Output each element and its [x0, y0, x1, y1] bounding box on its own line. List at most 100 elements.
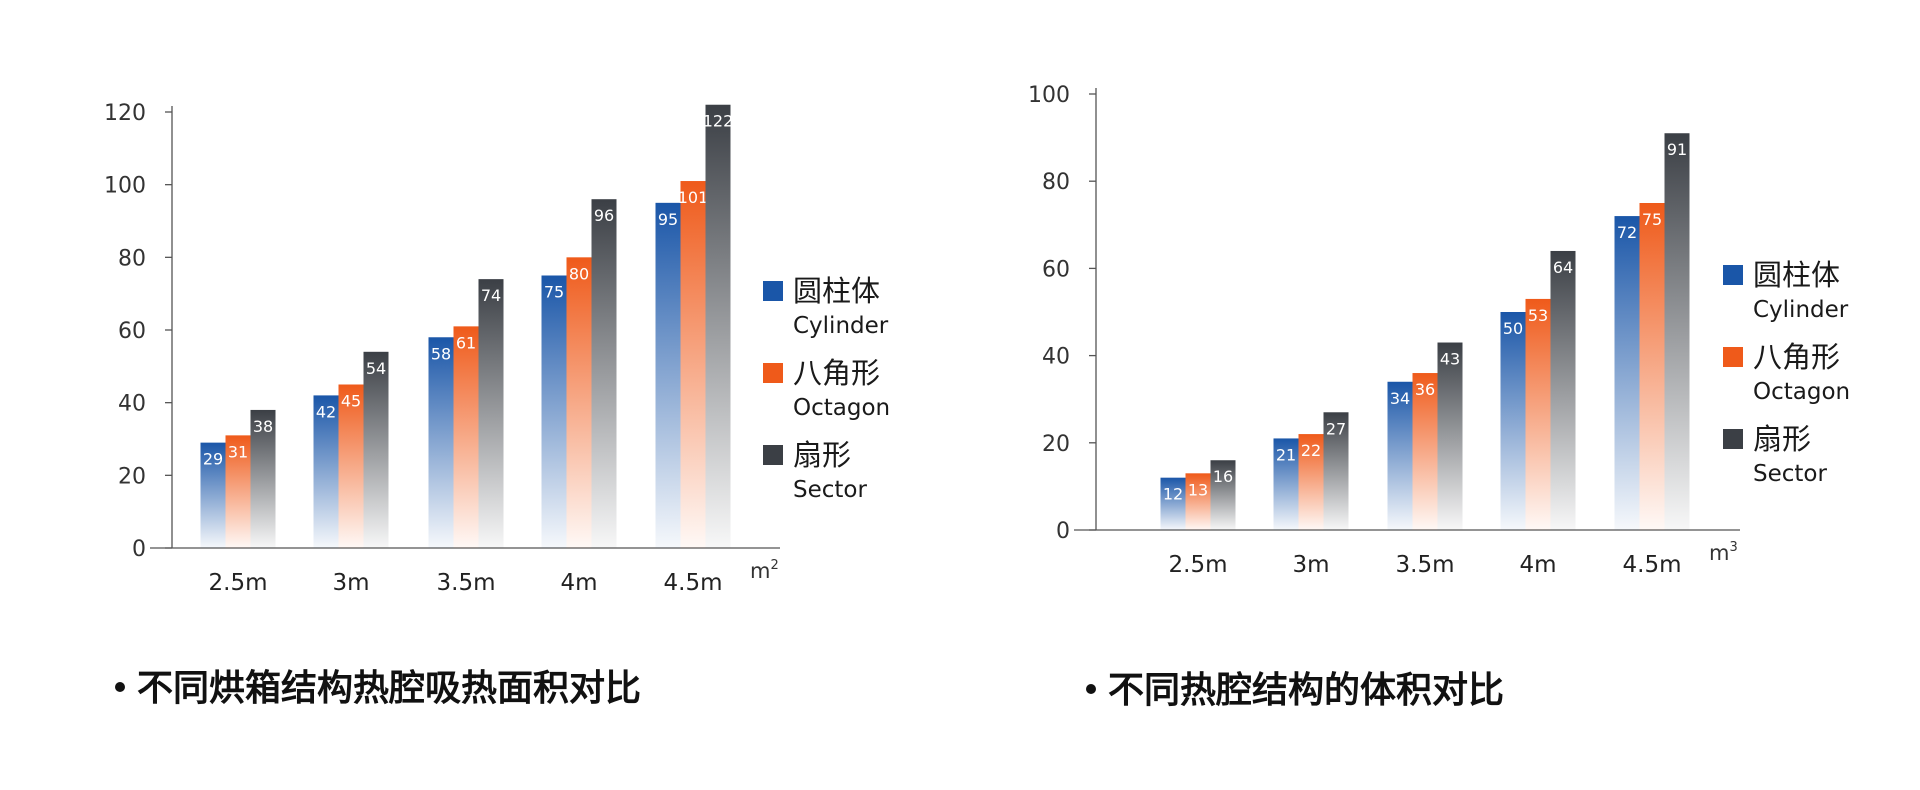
- bar-value-label: 31: [228, 442, 248, 461]
- bar-value-label: 91: [1667, 140, 1687, 159]
- x-category-label: 2.5m: [1169, 552, 1228, 578]
- bar-cylinder: [1614, 216, 1640, 530]
- x-unit-label: m2: [750, 558, 779, 583]
- y-tick-label: 40: [1042, 345, 1070, 370]
- bar-sector: [1664, 133, 1690, 531]
- bar-value-label: 61: [456, 333, 476, 352]
- bar-value-label: 75: [544, 283, 564, 302]
- y-tick-label: 0: [1056, 519, 1070, 544]
- bar-octagon: [1185, 473, 1211, 530]
- bar-value-label: 38: [253, 417, 273, 436]
- x-category-label: 3m: [1292, 552, 1329, 578]
- unit-base: m: [1709, 541, 1729, 565]
- bar-value-label: 122: [703, 112, 734, 131]
- legend-swatch-sector: [1723, 429, 1743, 449]
- bar-sector: [1323, 412, 1349, 530]
- bar-value-label: 58: [431, 344, 451, 363]
- x-category-label: 4.5m: [664, 570, 723, 596]
- y-tick-label: 80: [118, 246, 146, 271]
- bar-sector: [705, 104, 731, 548]
- x-category-label: 3.5m: [437, 570, 496, 596]
- chart-caption: 不同烘箱结构热腔吸热面积对比: [137, 668, 641, 709]
- bar-cylinder: [655, 202, 681, 549]
- y-tick-label: 20: [1042, 432, 1070, 457]
- bar-sector: [591, 199, 617, 548]
- bar-value-label: 12: [1163, 485, 1183, 504]
- bar-cylinder: [313, 395, 339, 548]
- bar-value-label: 22: [1301, 441, 1321, 460]
- bar-value-label: 80: [569, 264, 589, 283]
- x-unit-label: m3: [1709, 540, 1738, 565]
- bar-value-label: 34: [1390, 389, 1410, 408]
- legend-label-cn: 圆柱体: [1753, 258, 1840, 292]
- bar-cylinder: [1387, 381, 1413, 530]
- legend-label-cn: 扇形: [1753, 422, 1811, 456]
- y-tick-label: 20: [118, 464, 146, 489]
- bar-sector: [1550, 250, 1576, 530]
- legend-label-en: Sector: [1753, 461, 1827, 487]
- bar-octagon: [1639, 203, 1665, 530]
- legend-label-en: Cylinder: [1753, 297, 1849, 323]
- legend-swatch-sector: [763, 445, 783, 465]
- legend-label-en: Octagon: [1753, 379, 1850, 405]
- bar-value-label: 53: [1528, 306, 1548, 325]
- volume-comparison-chart: 0 20 40 60 80 100 12 13 16 2.5m 21 22 27 3m 34 36 43 3.5m…: [1028, 83, 1850, 711]
- bar-cylinder: [428, 337, 454, 548]
- bar-value-label: 101: [678, 188, 709, 207]
- legend-label-en: Cylinder: [793, 313, 889, 339]
- x-category-label: 4m: [1519, 552, 1556, 578]
- bar-value-label: 45: [341, 392, 361, 411]
- bar-value-label: 54: [366, 359, 386, 378]
- bar-sector: [250, 409, 276, 548]
- bar-value-label: 75: [1642, 210, 1662, 229]
- bar-octagon: [453, 326, 479, 548]
- y-tick-label: 100: [1028, 83, 1070, 108]
- y-tick-label: 60: [118, 319, 146, 344]
- x-category-label: 3.5m: [1396, 552, 1455, 578]
- unit-superscript: 2: [770, 558, 778, 573]
- y-tick-label: 0: [132, 537, 146, 562]
- caption-bullet: [1086, 684, 1096, 694]
- bar-value-label: 27: [1326, 419, 1346, 438]
- legend-label-cn: 圆柱体: [793, 274, 880, 308]
- legend-swatch-octagon: [763, 363, 783, 383]
- bar-octagon: [225, 435, 251, 548]
- bar-value-label: 13: [1188, 480, 1208, 499]
- bar-value-label: 21: [1276, 445, 1296, 464]
- x-category-label: 3m: [332, 570, 369, 596]
- legend-label-cn: 扇形: [793, 438, 851, 472]
- x-category-label: 4m: [560, 570, 597, 596]
- bar-sector: [1437, 342, 1463, 530]
- bar-value-label: 29: [203, 450, 223, 469]
- bar-octagon: [338, 384, 364, 548]
- legend-swatch-cylinder: [763, 281, 783, 301]
- bar-sector: [478, 279, 504, 548]
- area-comparison-chart: 0 20 40 60 80 100 120 29 31 38 2.5m 42 45 54 3m 58 61 74 3…: [104, 101, 890, 709]
- y-tick-label: 100: [104, 174, 146, 199]
- y-tick-label: 40: [118, 392, 146, 417]
- bar-value-label: 96: [594, 206, 614, 225]
- bar-octagon: [1298, 434, 1324, 530]
- x-category-label: 4.5m: [1623, 552, 1682, 578]
- bar-octagon: [680, 181, 706, 549]
- bar-octagon: [1412, 373, 1438, 530]
- legend-swatch-octagon: [1723, 347, 1743, 367]
- bar-cylinder: [200, 442, 226, 548]
- bar-value-label: 36: [1415, 380, 1435, 399]
- bar-value-label: 42: [316, 402, 336, 421]
- bar-value-label: 64: [1553, 258, 1573, 277]
- bar-value-label: 95: [658, 210, 678, 229]
- bar-cylinder: [1160, 477, 1186, 530]
- unit-base: m: [750, 559, 770, 583]
- bar-value-label: 74: [481, 286, 501, 305]
- bar-value-label: 72: [1617, 223, 1637, 242]
- bar-value-label: 43: [1440, 350, 1460, 369]
- bar-cylinder: [541, 275, 567, 548]
- bar-cylinder: [1500, 312, 1526, 530]
- y-tick-label: 120: [104, 101, 146, 126]
- caption-bullet: [115, 682, 125, 692]
- bar-octagon: [566, 257, 592, 548]
- legend-label-cn: 八角形: [1753, 340, 1840, 374]
- bar-sector: [363, 351, 389, 548]
